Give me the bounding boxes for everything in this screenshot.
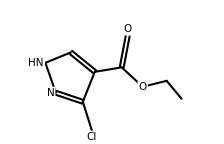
- Text: O: O: [139, 82, 147, 92]
- Text: HN: HN: [28, 58, 44, 68]
- Text: N: N: [47, 88, 54, 98]
- Text: O: O: [124, 24, 132, 34]
- Text: Cl: Cl: [87, 132, 97, 142]
